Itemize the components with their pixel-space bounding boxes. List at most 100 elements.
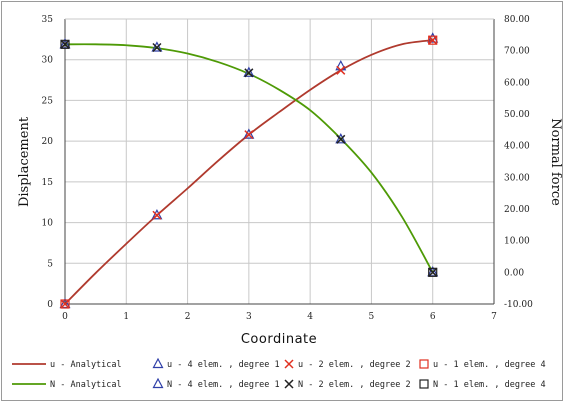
y-tick-label: 35 — [42, 15, 54, 25]
data-point-square — [428, 267, 438, 277]
data-point-x — [244, 130, 254, 140]
legend-label: N - 2 elem. , degree 2 — [298, 380, 411, 390]
legend: u - Analytical u - 4 elem. , degree 1 u - … — [12, 357, 546, 390]
grid-lines — [64, 18, 495, 305]
y-tick-label: 20 — [42, 137, 54, 147]
legend-swatch-x-stroke — [284, 379, 294, 389]
y-tick-label: 0 — [47, 300, 53, 310]
data-point-x — [152, 210, 162, 220]
x-tick-label: 1 — [123, 312, 129, 322]
data-point-square-shape — [60, 299, 70, 309]
legend-label: N - 4 elem. , degree 1 — [167, 380, 280, 390]
data-point-triangle — [243, 66, 255, 77]
legend-label: u - 4 elem. , degree 1 — [167, 360, 280, 370]
data-point-triangle-shape — [243, 66, 255, 77]
y2-tick-label: 0.00 — [504, 268, 524, 278]
data-point-square-shape — [428, 35, 438, 45]
x-tick-label: 2 — [185, 312, 191, 322]
data-point-x-stroke — [60, 39, 70, 49]
data-point-x-stroke — [428, 267, 438, 277]
y-tick-label: 30 — [42, 56, 54, 66]
legend-swatch-x — [284, 359, 294, 369]
data-point-triangle-shape — [243, 128, 255, 139]
x-tick-label: 5 — [369, 312, 375, 322]
data-point-x — [336, 134, 346, 144]
data-point-x — [428, 267, 438, 277]
legend-swatch-triangle-shape — [152, 357, 164, 369]
data-point-triangle-shape — [151, 41, 163, 52]
y-tick-label: 10 — [42, 219, 54, 229]
data-point-x-stroke — [244, 68, 254, 78]
legend-label: u - 2 elem. , degree 2 — [298, 360, 411, 370]
x-tick-label: 7 — [491, 312, 497, 322]
legend-item: N - Analytical — [12, 380, 122, 390]
data-point-triangle — [335, 59, 347, 71]
y-tick-label: 25 — [42, 96, 54, 106]
data-point-triangle-shape — [335, 59, 347, 71]
data-point-x-stroke — [244, 130, 254, 140]
x-axis-title: Coordinate — [241, 332, 317, 347]
data-point-x — [60, 299, 70, 309]
axes — [64, 18, 495, 305]
legend-item: N - 4 elem. , degree 1 — [152, 377, 280, 390]
legend-swatch-square-shape — [419, 359, 429, 369]
data-point-x — [244, 68, 254, 78]
legend-item: N - 1 elem. , degree 4 — [419, 379, 546, 390]
x-tick-label: 0 — [62, 312, 68, 322]
legend-item: u - 2 elem. , degree 2 — [284, 359, 411, 370]
legend-label: u - 1 elem. , degree 4 — [433, 360, 546, 370]
data-point-square — [60, 299, 70, 309]
data-point-x-stroke — [336, 65, 346, 75]
legend-item: u - Analytical — [12, 360, 122, 370]
data-point-x — [152, 42, 162, 53]
legend-swatch-square — [419, 379, 429, 389]
data-point-x — [336, 65, 346, 75]
x-tick-label: 6 — [430, 312, 436, 322]
legend-swatch-triangle — [152, 377, 164, 389]
data-point-square — [428, 35, 438, 45]
legend-label: u - Analytical — [50, 360, 122, 370]
legend-item: u - 4 elem. , degree 1 — [152, 357, 280, 370]
y2-axis-title: Normal force — [548, 118, 563, 206]
x-tick-label: 3 — [246, 312, 252, 322]
legend-label: N - Analytical — [50, 380, 122, 390]
data-point-triangle — [151, 41, 163, 52]
data-point-x — [428, 35, 438, 45]
legend-swatch-square-shape — [419, 379, 429, 389]
legend-item: u - 1 elem. , degree 4 — [419, 359, 546, 370]
data-point-square — [60, 39, 70, 49]
tick-labels: 0 1 2 3 4 5 6 7 0 5 10 15 20 25 30 35 -10.00 0.00 10.00 20.… — [42, 15, 534, 322]
data-point-triangle-shape — [335, 133, 347, 144]
legend-swatch-triangle — [152, 357, 164, 369]
y2-tick-label: -10.00 — [504, 300, 533, 310]
y2-tick-label: 30.00 — [504, 173, 530, 183]
data-point-triangle — [243, 128, 255, 139]
legend-swatch-x-stroke — [284, 359, 294, 369]
y-axis-title: Displacement — [17, 116, 32, 207]
y2-tick-label: 50.00 — [504, 110, 530, 120]
y2-tick-label: 20.00 — [504, 205, 530, 215]
data-point-x-stroke — [428, 35, 438, 45]
data-point-triangle-shape — [151, 208, 163, 220]
data-point-x-stroke — [152, 42, 162, 53]
legend-item: N - 2 elem. , degree 2 — [284, 379, 411, 390]
series-markers — [59, 32, 439, 309]
data-point-triangle — [151, 208, 163, 220]
y-tick-label: 15 — [42, 178, 54, 188]
data-point-x-stroke — [336, 134, 346, 144]
data-point-triangle — [335, 133, 347, 144]
legend-swatch-triangle-shape — [152, 377, 164, 389]
data-point-square-shape — [60, 39, 70, 49]
data-point-x — [60, 39, 70, 49]
y2-tick-label: 70.00 — [504, 47, 530, 57]
data-point-x-stroke — [60, 299, 70, 309]
y2-tick-label: 10.00 — [504, 237, 530, 247]
data-point-x-stroke — [152, 210, 162, 220]
x-tick-label: 4 — [307, 312, 313, 322]
legend-swatch-square — [419, 359, 429, 369]
data-point-square-shape — [428, 267, 438, 277]
legend-swatch-x — [284, 379, 294, 389]
y2-tick-label: 60.00 — [504, 78, 530, 88]
